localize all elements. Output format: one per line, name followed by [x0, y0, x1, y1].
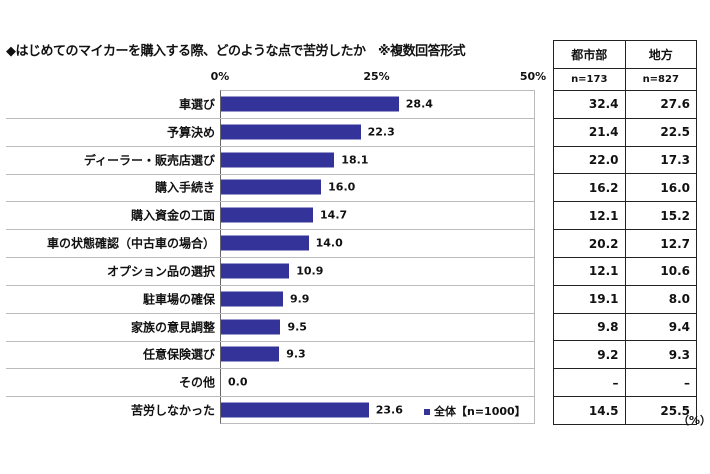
urban-value: 32.4: [553, 90, 626, 119]
category-label: 苦労しなかった: [130, 403, 215, 418]
col-header-rural: 地方: [624, 40, 697, 69]
data-label: 14.0: [315, 236, 343, 250]
category-label: 任意保険選び: [142, 347, 215, 362]
category-label: その他: [178, 375, 215, 390]
urban-value: 12.1: [553, 256, 626, 286]
bar: [221, 152, 335, 168]
data-label: 10.9: [296, 264, 324, 278]
data-label: 9.9: [289, 292, 310, 306]
urban-value: 16.2: [553, 173, 626, 203]
bar: [221, 291, 283, 307]
data-label: 23.6: [375, 403, 403, 417]
urban-value: 9.8: [553, 312, 626, 342]
table-row: 21.4 22.5: [553, 117, 697, 147]
data-label: 28.4: [405, 97, 433, 111]
bar: [221, 319, 281, 335]
data-label: 22.3: [367, 125, 395, 139]
table-row: 32.4 27.6: [553, 90, 697, 119]
urban-value: 21.4: [553, 117, 626, 147]
category-label: 予算決め: [166, 125, 215, 140]
row-separator: [6, 396, 535, 398]
legend-swatch: [424, 409, 430, 415]
row-separator: [6, 284, 535, 286]
category-label: ディーラー・販売店選び: [83, 153, 215, 168]
category-label: 車の状態確認（中古車の場合）: [46, 236, 215, 251]
row-separator: [6, 145, 535, 147]
row-separator: [6, 312, 535, 314]
unit-label: （%）: [678, 414, 710, 427]
table-row: 14.5 25.5: [553, 396, 697, 425]
urban-value: 22.0: [553, 145, 626, 175]
x-tick-label: 50%: [519, 70, 547, 83]
rural-value: 27.6: [624, 90, 697, 119]
table-row: 19.1 8.0: [553, 284, 697, 314]
category-label: 購入手続き: [154, 180, 215, 195]
row-separator: [6, 173, 535, 175]
table-row: 9.2 9.3: [553, 340, 697, 370]
legend-label: 全体【n=1000】: [434, 405, 526, 418]
chart-title: ◆はじめてのマイカーを購入する際、どのような点で苦労したか ※複数回答形式: [6, 44, 466, 59]
col-header-urban: 都市部: [553, 40, 626, 69]
x-tick-label: 0%: [210, 70, 230, 83]
table-row: 12.1 10.6: [553, 256, 697, 286]
row-separator: [6, 229, 535, 231]
category-label: 家族の意見調整: [130, 320, 215, 335]
legend: 全体【n=1000】: [424, 403, 526, 419]
rural-value: 10.6: [624, 256, 697, 286]
row-separator: [6, 368, 535, 370]
table-row: 9.8 9.4: [553, 312, 697, 342]
category-label: オプション品の選択: [106, 264, 215, 279]
col-n-rural: n=827: [624, 68, 697, 91]
urban-value: 20.2: [553, 229, 626, 258]
rural-value: 15.2: [624, 201, 697, 231]
bar: [221, 263, 290, 279]
data-label: 16.0: [328, 180, 356, 194]
rural-value: 9.3: [624, 340, 697, 370]
category-label: 購入資金の工面: [130, 208, 215, 223]
bar: [221, 346, 280, 362]
row-separator: [6, 257, 535, 258]
row-separator: [6, 117, 535, 119]
bar: [221, 124, 361, 140]
rural-value: 16.0: [624, 173, 697, 203]
rural-value: –: [624, 368, 697, 398]
bar: [221, 235, 309, 251]
urban-value: –: [553, 368, 626, 398]
table-row: 20.2 12.7: [553, 229, 697, 258]
category-label: 駐車場の確保: [142, 292, 215, 307]
data-label: 0.0: [228, 375, 248, 389]
rural-value: 22.5: [624, 117, 697, 147]
data-label: 9.3: [286, 347, 306, 361]
rural-value: 8.0: [624, 284, 697, 314]
bar: [221, 179, 322, 195]
bar: [221, 207, 314, 223]
col-n-urban: n=173: [553, 68, 626, 91]
rural-value: 12.7: [624, 229, 697, 258]
rural-value: 9.4: [624, 312, 697, 342]
rural-value: 17.3: [624, 145, 697, 175]
data-label: 18.1: [341, 153, 369, 167]
data-label: 9.5: [287, 320, 307, 334]
bar: [221, 96, 399, 112]
table-row: 12.1 15.2: [553, 201, 697, 231]
rural-value: 25.5: [624, 396, 697, 425]
table-row: 22.0 17.3: [553, 145, 697, 175]
x-tick-label: 25%: [363, 70, 390, 83]
urban-value: 9.2: [553, 340, 626, 370]
data-label: 14.7: [320, 208, 348, 222]
row-separator: [6, 340, 535, 342]
table-row: 16.2 16.0: [553, 173, 697, 203]
comparison-table: 都市部 地方 n=173 n=827 32.4 27.6 21.4 22.5 22.0 17.…: [553, 40, 697, 425]
urban-value: 12.1: [553, 201, 626, 231]
urban-value: 19.1: [553, 284, 626, 314]
row-separator: [6, 201, 535, 203]
table-row: – –: [553, 368, 697, 398]
bar: [221, 402, 369, 418]
category-label: 車選び: [178, 97, 215, 112]
urban-value: 14.5: [553, 396, 626, 425]
